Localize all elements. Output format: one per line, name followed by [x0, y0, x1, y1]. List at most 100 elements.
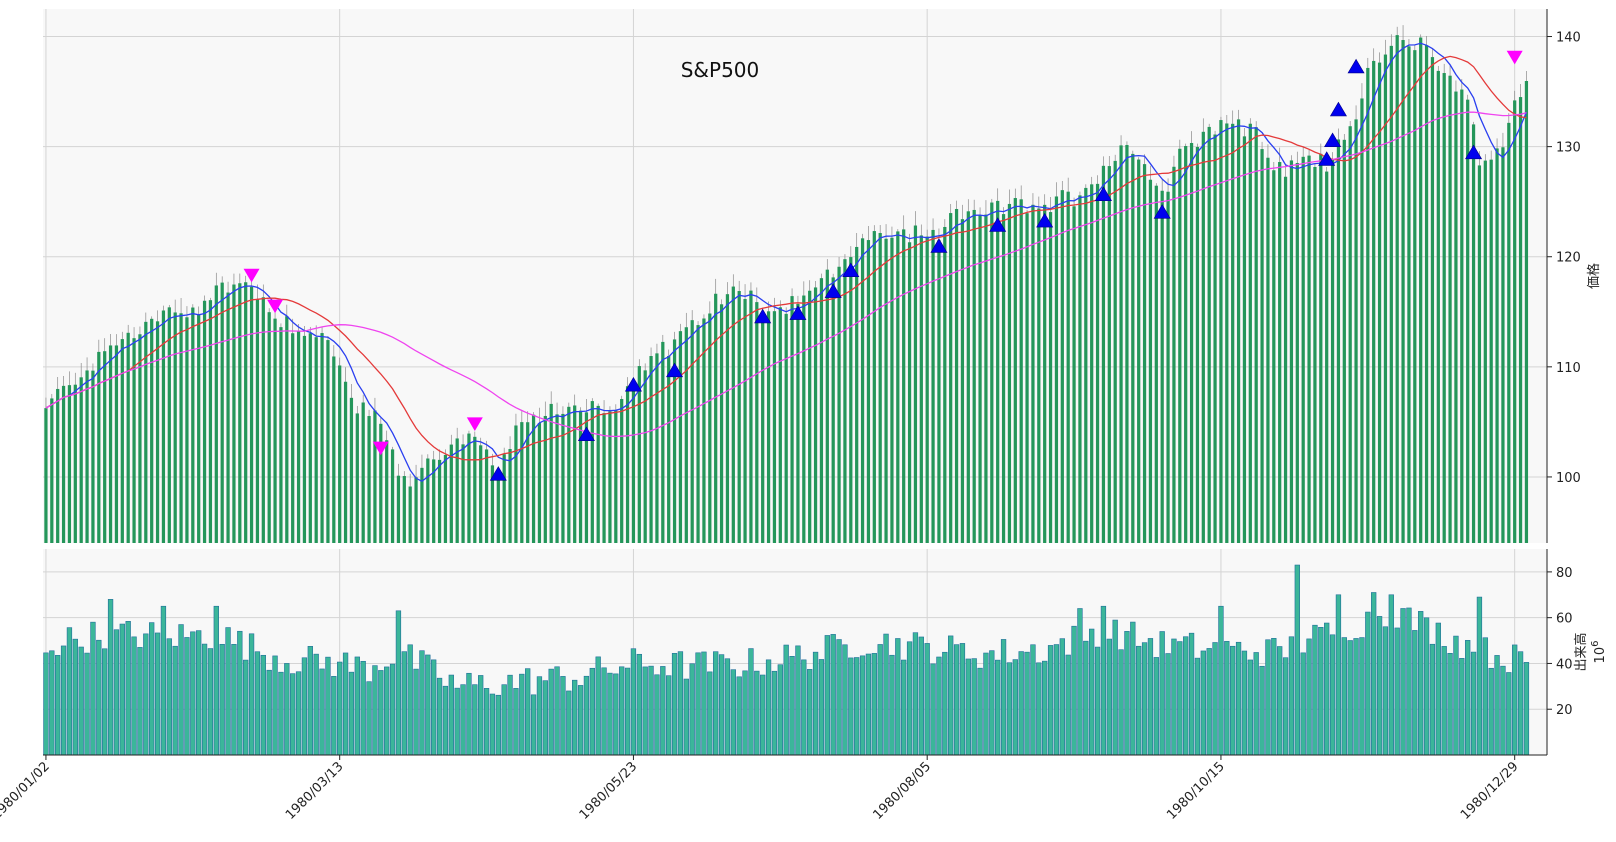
- volume-bar: [642, 666, 648, 756]
- price-bar: [672, 339, 677, 543]
- price-bar: [220, 282, 224, 543]
- price-bar: [902, 229, 906, 543]
- volume-bar: [272, 655, 278, 756]
- volume-bar: [1429, 643, 1436, 756]
- price-bar: [1242, 136, 1247, 543]
- volume-bar: [190, 631, 196, 756]
- price-bar: [56, 388, 60, 543]
- price-bar: [849, 257, 853, 543]
- volume-bar: [119, 623, 125, 756]
- volume-bar: [243, 659, 249, 756]
- volume-bar: [536, 676, 543, 756]
- buy-signal-marker: [489, 466, 507, 481]
- price-bar: [185, 317, 189, 543]
- volume-bar: [718, 654, 725, 756]
- volume-bar: [1165, 653, 1171, 756]
- x-tick-label: 1980/05/23: [577, 759, 641, 823]
- volume-bar: [1177, 641, 1183, 756]
- volume-bar: [1012, 659, 1018, 756]
- price-bar: [1454, 91, 1458, 543]
- price-bar: [590, 401, 594, 543]
- volume-bar: [84, 652, 90, 756]
- price-bar: [1507, 122, 1511, 543]
- volume-bar: [959, 643, 966, 756]
- price-bar: [150, 318, 154, 543]
- volume-bar: [548, 668, 554, 756]
- price-bar: [813, 287, 818, 543]
- volume-bar: [1241, 650, 1248, 756]
- volume-bar: [137, 647, 143, 756]
- volume-bar: [795, 645, 801, 756]
- price-bar: [443, 454, 448, 543]
- price-bar: [355, 413, 359, 543]
- price-bar: [402, 476, 406, 543]
- volume-bar: [319, 668, 325, 756]
- price-bar: [273, 318, 277, 543]
- volume-bar: [331, 676, 337, 756]
- volume-bar: [266, 669, 272, 756]
- volume-bar: [431, 659, 437, 756]
- volume-bars: [43, 564, 1530, 756]
- price-bar: [255, 299, 260, 543]
- ma-mid-line: [45, 55, 1527, 461]
- price-tick-label: 130: [1556, 141, 1581, 156]
- price-bar: [531, 414, 536, 543]
- volume-bar: [413, 668, 419, 756]
- price-bar: [179, 313, 183, 543]
- volume-bar: [1183, 636, 1189, 756]
- price-bar: [561, 413, 565, 543]
- price-bar: [667, 355, 671, 543]
- volume-bar: [78, 646, 84, 756]
- volume-bar: [630, 648, 637, 756]
- price-bar: [831, 277, 835, 543]
- volume-bar: [560, 676, 566, 756]
- price-bar: [1007, 203, 1012, 543]
- price-bar: [567, 406, 571, 543]
- price-bar: [972, 209, 976, 543]
- price-bar: [1160, 190, 1164, 543]
- volume-bar: [395, 610, 402, 756]
- volume-bar: [131, 636, 137, 756]
- volume-bar: [1376, 616, 1383, 756]
- buy-signal-marker: [789, 305, 807, 320]
- price-bar: [602, 413, 606, 543]
- buy-signal-marker: [666, 362, 684, 378]
- volume-bar: [1083, 640, 1089, 756]
- price-bar: [1389, 45, 1393, 544]
- volume-bar: [196, 630, 202, 756]
- price-bar: [1107, 166, 1111, 544]
- price-bar: [755, 302, 759, 543]
- price-bar: [1283, 176, 1288, 543]
- price-bar: [743, 299, 747, 543]
- volume-bar: [977, 667, 983, 756]
- price-bar: [373, 410, 377, 543]
- buy-signal-marker: [1329, 101, 1347, 117]
- x-tick-label: 1980/12/29: [1458, 759, 1522, 823]
- x-tick-label: 1980/08/05: [870, 759, 934, 823]
- volume-bar: [501, 684, 507, 756]
- price-bar: [173, 312, 177, 543]
- volume-bar: [613, 673, 619, 756]
- price-bar: [1137, 159, 1141, 543]
- volume-bar: [777, 664, 783, 756]
- buy-signal-marker: [1094, 186, 1112, 201]
- price-bar: [573, 405, 577, 543]
- buy-signal-marker: [1324, 132, 1342, 148]
- price-bar: [1060, 190, 1064, 543]
- volume-bar: [1100, 605, 1107, 756]
- volume-bar: [1341, 637, 1347, 756]
- price-bar: [1019, 199, 1023, 543]
- volume-bar: [1288, 636, 1295, 756]
- price-bar: [1301, 156, 1305, 543]
- volume-bar: [1200, 650, 1206, 756]
- price-bar: [978, 215, 982, 543]
- buy-signal-marker: [930, 238, 948, 253]
- price-bars: [44, 25, 1529, 544]
- volume-bar: [1476, 596, 1483, 756]
- volume-bar: [1094, 646, 1101, 756]
- price-bar: [1354, 119, 1358, 543]
- volume-bar: [254, 651, 261, 756]
- price-bar: [385, 440, 389, 543]
- volume-bar: [1512, 644, 1518, 756]
- volume-bar: [478, 675, 484, 756]
